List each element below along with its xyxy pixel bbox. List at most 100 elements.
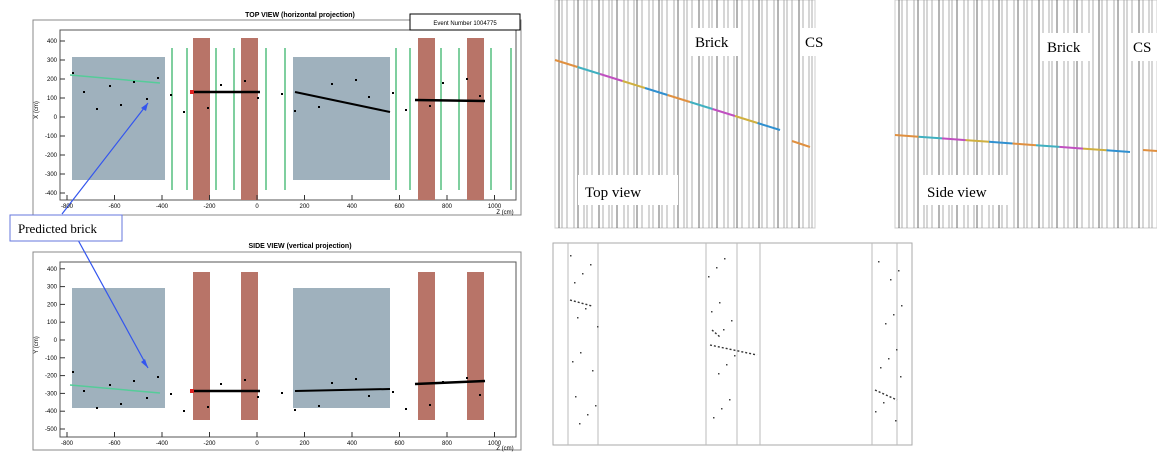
y-tick-label: 300: [47, 58, 58, 64]
hit: [96, 108, 98, 110]
x-axis-label: Z (cm): [496, 210, 513, 216]
track: [414, 379, 486, 386]
hit: [183, 111, 185, 113]
hit: [368, 395, 370, 397]
hit: [72, 72, 74, 74]
grain: [729, 399, 731, 401]
hit: [466, 377, 468, 379]
grain: [597, 326, 599, 328]
magnet-wall: [418, 38, 435, 200]
hit: [331, 83, 333, 85]
hit: [318, 106, 320, 108]
hit: [368, 96, 370, 98]
track-segment: [622, 80, 646, 89]
y-axis-label: Y (cm): [34, 336, 40, 354]
grain: [718, 373, 720, 375]
y-tick-label: -200: [45, 153, 58, 159]
grain: [875, 411, 877, 413]
track-segment: [1012, 142, 1037, 147]
hit: [331, 382, 333, 384]
track: [69, 384, 161, 394]
grain: [893, 314, 895, 316]
grain: [587, 414, 589, 416]
grain: [900, 376, 902, 378]
grain: [719, 302, 721, 304]
hit: [479, 95, 481, 97]
hit: [244, 379, 246, 381]
y-axis-label: X (cm): [34, 101, 40, 119]
x-axis-label: Z (cm): [496, 446, 513, 452]
x-tick-label: -800: [61, 204, 74, 210]
grain: [582, 273, 584, 275]
target-block: [293, 288, 390, 408]
track: [294, 91, 391, 113]
hit: [157, 77, 159, 79]
hit: [183, 410, 185, 412]
x-tick-label: 800: [442, 441, 453, 447]
label-bg: [578, 175, 678, 205]
grain: [901, 305, 903, 307]
x-tick-label: 0: [255, 441, 259, 447]
y-tick-label: 400: [47, 39, 58, 45]
track-segment: [894, 134, 919, 138]
hit: [72, 371, 74, 373]
hit: [96, 407, 98, 409]
hit: [257, 396, 259, 398]
magnet-wall: [467, 38, 484, 200]
hit: [466, 78, 468, 80]
grain: [898, 270, 900, 272]
track-segment: [1142, 149, 1157, 152]
arrow: [77, 239, 149, 369]
label-bg: [920, 175, 1012, 205]
track-segment: [599, 73, 623, 82]
track: [69, 74, 161, 84]
hit: [244, 80, 246, 82]
x-tick-label: 400: [347, 441, 358, 447]
hit: [281, 392, 283, 394]
grain: [885, 323, 887, 325]
hit: [355, 378, 357, 380]
x-tick-label: 600: [394, 204, 405, 210]
grain: [575, 396, 577, 398]
grain: [721, 408, 723, 410]
grain: [888, 358, 890, 360]
track-segment: [965, 139, 990, 143]
grain: [734, 355, 736, 357]
hit: [83, 390, 85, 392]
magnet-wall: [467, 272, 484, 420]
event-box: [409, 13, 521, 31]
magnet-wall: [418, 272, 435, 420]
hit: [133, 81, 135, 83]
grain: [890, 279, 892, 281]
arrow: [61, 102, 149, 215]
hit: [429, 105, 431, 107]
grain: [724, 258, 726, 260]
cs-label: CS: [1133, 40, 1151, 56]
brick-label: Brick: [1047, 40, 1081, 56]
track-segment: [1106, 149, 1131, 153]
track-segment: [941, 137, 966, 142]
grain: [713, 417, 715, 419]
y-tick-label: 100: [47, 96, 58, 102]
hit: [207, 406, 209, 408]
hit: [207, 107, 209, 109]
y-tick-label: -500: [45, 427, 58, 433]
hit: [109, 85, 111, 87]
side-title: SIDE VIEW (vertical projection): [248, 243, 351, 250]
x-tick-label: 800: [442, 204, 453, 210]
y-tick-label: -300: [45, 172, 58, 178]
track-segment: [577, 66, 601, 75]
grain: [878, 261, 880, 263]
hit: [294, 110, 296, 112]
detector-layout: [69, 38, 512, 420]
y-tick-label: -400: [45, 191, 58, 197]
grain: [726, 364, 728, 366]
hit: [109, 384, 111, 386]
x-tick-label: 200: [299, 441, 310, 447]
hit: [146, 397, 148, 399]
grain: [590, 264, 592, 266]
x-tick-label: 600: [394, 441, 405, 447]
emulsion-track: [711, 329, 721, 338]
track-segment: [554, 59, 578, 68]
